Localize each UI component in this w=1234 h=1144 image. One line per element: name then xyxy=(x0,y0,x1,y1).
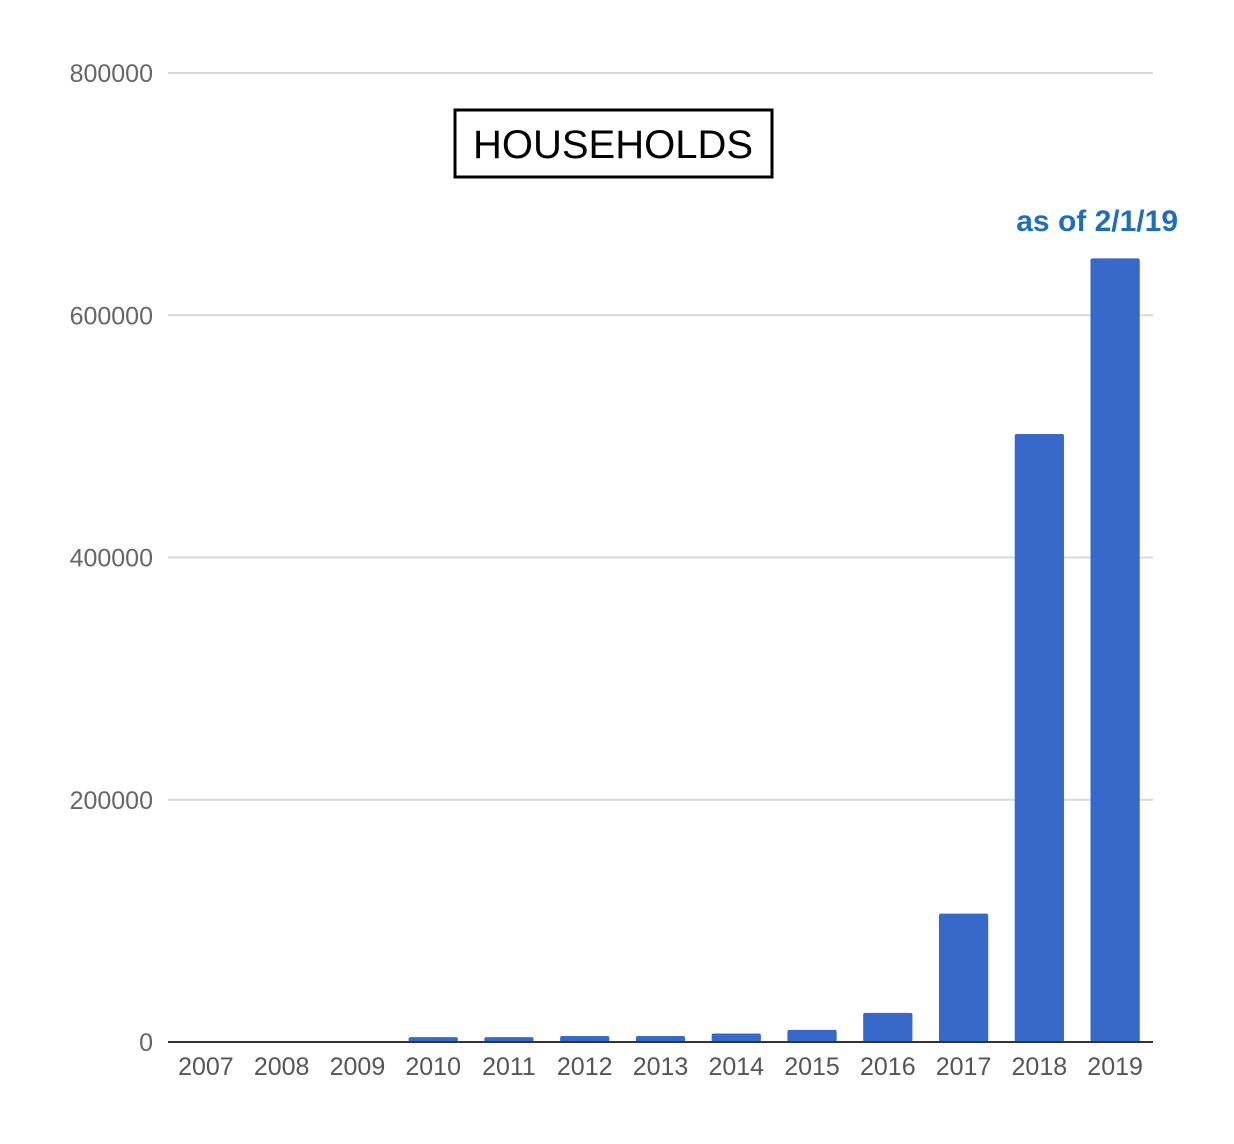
bar-2018 xyxy=(1014,433,1064,1042)
y-axis-tick-labels: 0 200000 400000 600000 800000 xyxy=(70,60,153,1057)
x-tick-label: 2018 xyxy=(1012,1053,1068,1081)
x-tick-label: 2009 xyxy=(330,1053,386,1081)
date-annotation: as of 2/1/19 xyxy=(1016,205,1178,238)
bar-2015 xyxy=(787,1029,837,1042)
y-tick-label: 600000 xyxy=(70,302,153,330)
x-tick-label: 2010 xyxy=(405,1053,461,1081)
x-axis-tick-labels: 2007 2008 2009 2010 2011 2012 2013 2014 2015 2016… xyxy=(178,1053,1143,1081)
gridlines xyxy=(168,72,1153,801)
bar-2013 xyxy=(635,1035,686,1042)
x-tick-label: 2012 xyxy=(557,1053,613,1081)
x-tick-label: 2016 xyxy=(860,1053,916,1081)
bar-2017 xyxy=(938,913,989,1042)
x-tick-label: 2015 xyxy=(784,1053,840,1081)
x-tick-label: 2011 xyxy=(482,1053,536,1081)
chart-title-box xyxy=(453,108,774,179)
bar-2010 xyxy=(408,1037,458,1042)
y-tick-label: 200000 xyxy=(70,787,153,815)
bar-2011 xyxy=(484,1037,534,1042)
bar-2019 xyxy=(1090,258,1140,1042)
bar-2014 xyxy=(711,1033,761,1042)
x-tick-label: 2007 xyxy=(178,1053,234,1081)
x-tick-label: 2019 xyxy=(1087,1053,1143,1081)
y-tick-label: 400000 xyxy=(70,545,153,573)
x-tick-label: 2017 xyxy=(936,1053,992,1081)
x-tick-label: 2008 xyxy=(254,1053,310,1081)
y-tick-label: 0 xyxy=(139,1029,153,1057)
chart-title: HOUSEHOLDS xyxy=(473,123,753,167)
x-tick-label: 2013 xyxy=(633,1053,689,1081)
y-tick-label: 800000 xyxy=(70,60,153,88)
bar-2012 xyxy=(560,1035,610,1042)
x-tick-label: 2014 xyxy=(708,1053,764,1081)
bar-2016 xyxy=(863,1012,913,1042)
bars xyxy=(408,258,1140,1042)
